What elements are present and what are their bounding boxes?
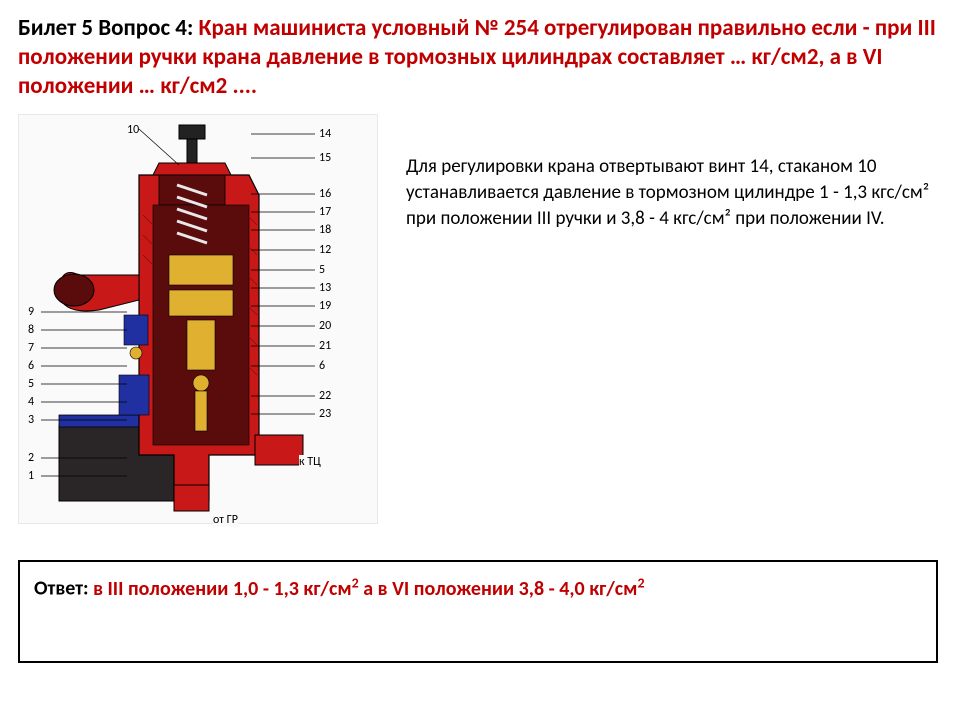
callout-label: 20 — [319, 319, 331, 333]
callout-label: 16 — [319, 187, 331, 201]
question-header: Билет 5 Вопрос 4: Кран машиниста условны… — [0, 0, 960, 108]
callout-label: 6 — [28, 359, 34, 373]
callout-label: 22 — [319, 389, 331, 403]
callout-label: 4 — [28, 395, 34, 409]
callout-label: 14 — [319, 127, 331, 141]
callout-label: 17 — [319, 205, 331, 219]
callout-label: 7 — [28, 341, 34, 355]
callout-label: 6 — [319, 359, 325, 373]
callout-label: 3 — [28, 413, 34, 427]
answer-box: Ответ: в III положении 1,0 - 1,3 кг/см2 … — [18, 560, 938, 663]
explanation-text: Для регулировки крана отвертывают винт 1… — [406, 114, 942, 524]
callout-label: 10 — [127, 123, 139, 137]
callout-label: 23 — [319, 407, 331, 421]
callout-label: 13 — [319, 281, 331, 295]
callout-label: 18 — [319, 223, 331, 237]
diagram-column: 1098765432114151617181251319202162223к Т… — [18, 114, 388, 524]
callout-label: 2 — [28, 451, 34, 465]
callout-label: 9 — [28, 305, 34, 319]
valve-diagram: 1098765432114151617181251319202162223к Т… — [18, 114, 378, 524]
callout-label: 5 — [28, 377, 34, 391]
callout-label: 12 — [319, 243, 331, 257]
content-row: 1098765432114151617181251319202162223к Т… — [0, 108, 960, 524]
callout-label: от ГР — [213, 513, 238, 527]
callout-label: 1 — [28, 469, 34, 483]
callout-label: 5 — [319, 263, 325, 277]
answer-label: Ответ: — [34, 577, 93, 601]
callout-label: к ТЦ — [299, 455, 321, 469]
ticket-label: Билет 5 Вопрос 4: — [18, 14, 199, 42]
callout-label: 15 — [319, 151, 331, 165]
callout-label: 19 — [319, 299, 331, 313]
callout-label: 8 — [28, 323, 34, 337]
explanation-body: Для регулировки крана отвертывают винт 1… — [406, 155, 929, 229]
callout-label: 21 — [319, 339, 331, 353]
answer-text: в III положении 1,0 - 1,3 кг/см2 а в VI … — [93, 577, 644, 601]
